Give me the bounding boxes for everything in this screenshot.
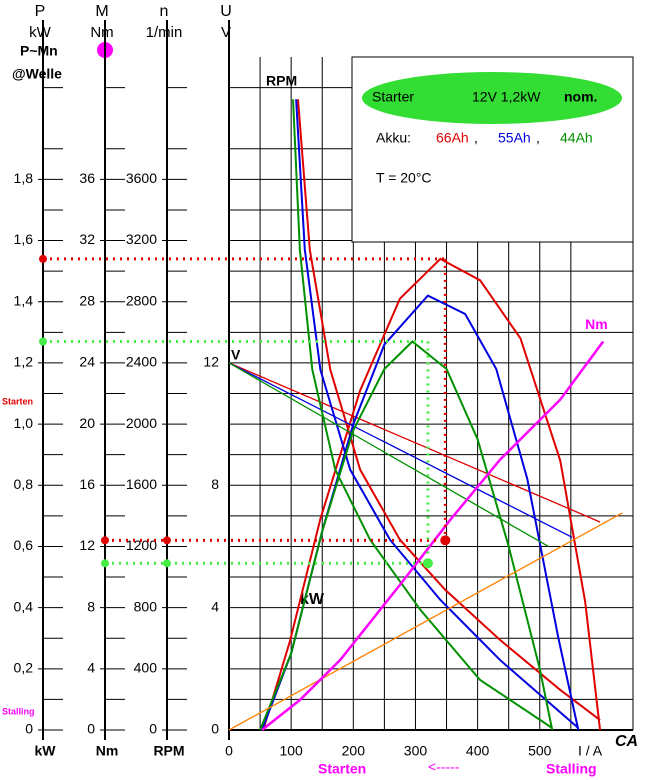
x-tick-label: 100 <box>279 743 303 759</box>
reference-dot <box>440 535 451 546</box>
axis-title: n <box>160 3 169 20</box>
voltage-line <box>228 362 549 548</box>
y-tick-label: 1,2 <box>14 354 34 370</box>
left-note: Stalling <box>2 706 35 716</box>
y-tick-label: 2800 <box>126 292 157 308</box>
legend-temperature: T = 20°C <box>376 170 432 186</box>
y-tick-label: 28 <box>79 292 95 308</box>
legend-separator: , <box>474 130 478 146</box>
legend-label: 66Ah <box>436 130 469 146</box>
legend-label: 44Ah <box>560 130 593 146</box>
y-tick-label: 0 <box>149 721 157 737</box>
legend-separator: , <box>536 130 540 146</box>
reference-dot <box>39 337 47 346</box>
x-tick-label: 500 <box>528 743 552 759</box>
orange-line <box>228 512 623 731</box>
power-curve <box>259 340 554 731</box>
y-tick-label: 3200 <box>126 231 157 247</box>
bottom-note: <----- <box>428 759 460 775</box>
legend-rating-note: nom. <box>564 89 597 105</box>
x-tick-label: 400 <box>466 743 490 759</box>
y-tick-label: 0,6 <box>14 537 34 553</box>
y-tick-label: 8 <box>211 476 219 492</box>
legend-title: Starter <box>372 89 414 105</box>
axis-unit: 1/min <box>146 24 183 41</box>
y-tick-label: 2400 <box>126 354 157 370</box>
reference-dot <box>422 558 433 569</box>
y-tick-label: 0 <box>87 721 95 737</box>
rpm-curve <box>295 99 579 729</box>
y-tick-label: 12 <box>203 354 219 370</box>
y-tick-label: 0,2 <box>14 660 34 676</box>
x-tick-label: 200 <box>342 743 366 759</box>
axis-title: U <box>220 3 232 20</box>
reference-dot <box>101 559 109 568</box>
power-curve <box>262 257 602 731</box>
y-tick-label: 1,8 <box>14 170 34 186</box>
axis-unit: kW <box>29 24 52 41</box>
legend-rating: 12V 1,2kW <box>472 89 541 105</box>
y-tick-label: 0,8 <box>14 476 34 492</box>
reference-dot <box>39 254 47 263</box>
legend-battery-label: Akku: <box>376 130 411 146</box>
left-note: @Welle <box>12 66 62 82</box>
y-tick-label: 32 <box>79 231 95 247</box>
axis-footer: Nm <box>96 743 119 759</box>
x-tick-label: 300 <box>404 743 428 759</box>
y-tick-label: 20 <box>79 415 95 431</box>
left-note: P~Mn <box>20 43 58 59</box>
bottom-note: Starten <box>318 761 366 777</box>
y-tick-label: 8 <box>87 598 95 614</box>
y-tick-label: 2000 <box>126 415 157 431</box>
voltage-line <box>228 362 601 523</box>
y-tick-label: 1,6 <box>14 231 34 247</box>
y-tick-label: 36 <box>79 170 95 186</box>
curve-label: RPM <box>266 73 297 89</box>
y-tick-label: 1,0 <box>14 415 34 431</box>
x-label: I / A <box>578 743 603 759</box>
x-tick-label: 0 <box>225 743 233 759</box>
legend-label: 55Ah <box>498 130 531 146</box>
y-tick-label: 4 <box>87 660 95 676</box>
bottom-note: Stalling <box>546 761 597 777</box>
reference-dot <box>163 536 171 545</box>
reference-dot <box>101 536 109 545</box>
axis-title: M <box>95 3 108 20</box>
torque-curve <box>261 340 605 731</box>
y-tick-label: 24 <box>79 354 95 370</box>
y-tick-label: 800 <box>134 598 158 614</box>
axis-unit: Nm <box>90 24 113 41</box>
x-note: CA <box>615 733 638 750</box>
torque-label: Nm <box>585 316 608 332</box>
y-tick-label: 1,4 <box>14 292 34 308</box>
reference-dot <box>163 559 171 568</box>
y-tick-label: 0 <box>211 721 219 737</box>
axis-unit: V <box>221 24 231 41</box>
y-tick-label: 3600 <box>126 170 157 186</box>
y-tick-label: 12 <box>79 537 95 553</box>
y-tick-label: 1600 <box>126 476 157 492</box>
rpm-curve <box>292 99 553 729</box>
curve-label: V <box>231 347 241 363</box>
y-tick-label: 4 <box>211 598 219 614</box>
axis-footer: RPM <box>153 743 184 759</box>
axis-title: P <box>35 3 46 20</box>
y-tick-label: 0,4 <box>14 598 34 614</box>
voltage-line <box>228 362 573 538</box>
y-tick-label: 400 <box>134 660 158 676</box>
axis-footer: kW <box>35 743 57 759</box>
left-note: Starten <box>2 396 33 406</box>
legend-ellipse <box>362 72 622 124</box>
y-tick-label: 16 <box>79 476 95 492</box>
y-tick-label: 0 <box>25 721 33 737</box>
